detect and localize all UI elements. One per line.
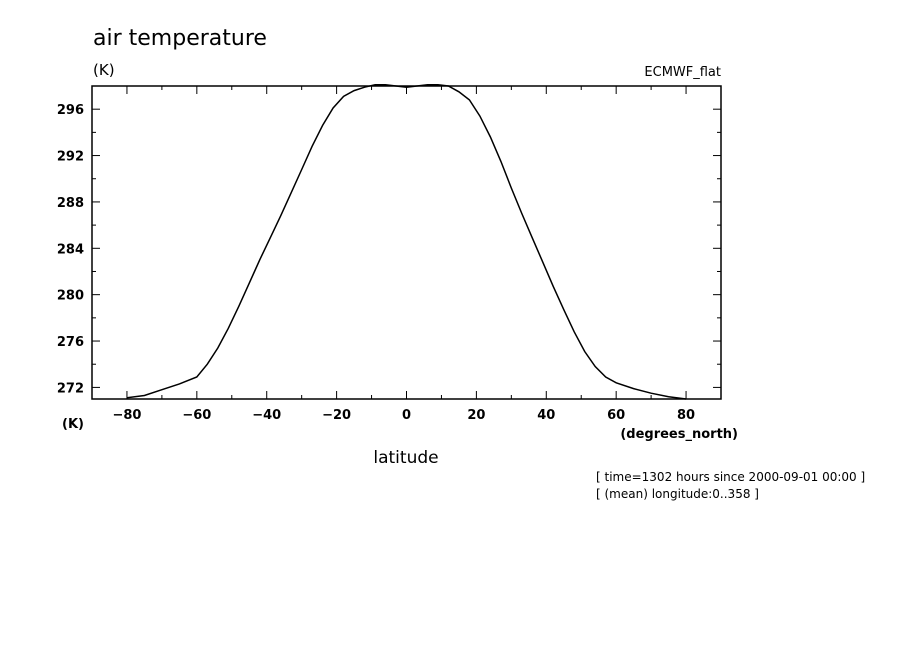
y-tick-label: 276 <box>57 335 84 350</box>
y-tick-label: 288 <box>57 196 84 211</box>
x-tick-label: 20 <box>467 408 485 423</box>
x-tick-label: −20 <box>322 408 351 423</box>
x-axis-label: latitude <box>373 448 438 468</box>
y-tick-label: 280 <box>57 289 84 304</box>
x-tick-label: 80 <box>677 408 695 423</box>
y-tick-label: 296 <box>57 103 84 118</box>
x-tick-label: 60 <box>607 408 625 423</box>
y-tick-labels: 272 276 280 284 288 292 296 <box>57 103 84 396</box>
x-tick-label: 0 <box>402 408 411 423</box>
plot-frame <box>91 85 722 400</box>
series-line <box>126 84 687 400</box>
units-label: (K) <box>93 61 115 79</box>
y-axis-units: (K) <box>62 417 84 432</box>
mean-annotation: [ (mean) longitude:0..358 ] <box>596 487 759 501</box>
source-label: ECMWF_flat <box>644 65 721 80</box>
time-annotation: [ time=1302 hours since 2000-09-01 00:00… <box>596 470 866 484</box>
x-tick-label: −60 <box>182 408 211 423</box>
axis-ticks <box>91 85 722 399</box>
chart-title: air temperature <box>93 26 267 51</box>
x-tick-label: 40 <box>537 408 555 423</box>
x-tick-label: −40 <box>252 408 281 423</box>
x-tick-labels: −80 −60 −40 −20 0 20 40 60 80 <box>112 408 695 423</box>
x-units-label: (degrees_north) <box>620 427 738 442</box>
y-tick-label: 272 <box>57 381 84 396</box>
y-tick-label: 292 <box>57 150 84 165</box>
y-tick-label: 284 <box>57 242 84 257</box>
x-tick-label: −80 <box>112 408 141 423</box>
